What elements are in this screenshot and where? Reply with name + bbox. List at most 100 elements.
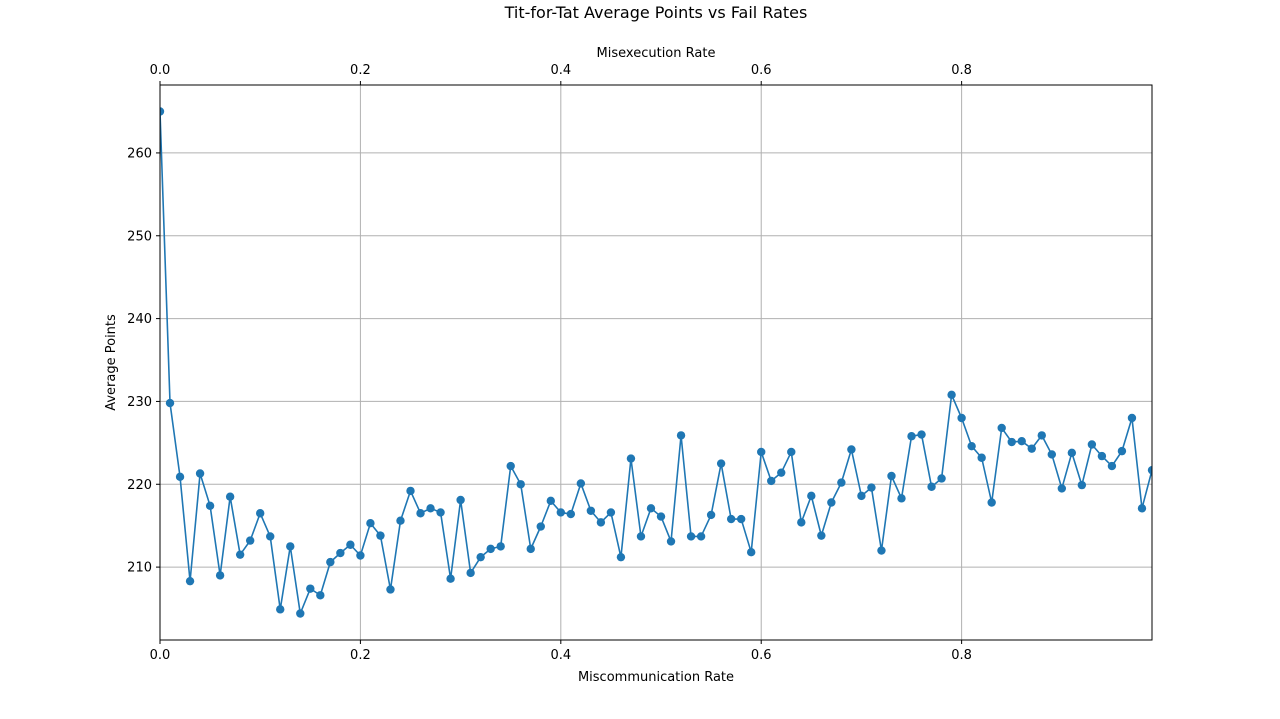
data-point — [516, 480, 525, 489]
data-point — [676, 431, 686, 440]
top-x-axis-label: Misexecution Rate — [597, 46, 716, 61]
data-point — [1117, 446, 1127, 456]
data-point — [1127, 413, 1137, 423]
data-point — [947, 390, 956, 400]
data-point — [526, 544, 535, 554]
y-tick-label: 260 — [127, 146, 152, 161]
y-tick-label: 230 — [127, 395, 152, 410]
data-point — [616, 552, 626, 562]
data-point — [225, 492, 235, 501]
series-layer — [160, 107, 1152, 618]
y-axis-label: Average Points — [104, 314, 119, 411]
data-point — [767, 476, 776, 486]
data-point — [1107, 461, 1117, 471]
data-point — [837, 478, 846, 487]
data-point — [1037, 431, 1046, 440]
data-point — [777, 468, 786, 477]
data-point — [256, 509, 265, 518]
data-point — [185, 576, 195, 586]
data-point — [436, 508, 445, 517]
y-tick-label: 250 — [127, 229, 152, 244]
data-point — [286, 542, 295, 551]
data-point — [817, 531, 826, 540]
y-tick-label: 210 — [127, 561, 152, 576]
data-point — [446, 574, 455, 583]
data-point — [496, 542, 505, 551]
data-point — [456, 495, 465, 505]
data-point — [927, 482, 936, 491]
x-tick-label: 0.0 — [150, 648, 171, 663]
data-point — [967, 441, 976, 451]
data-point — [746, 547, 756, 557]
data-point — [977, 453, 986, 462]
top-x-tick-label: 0.4 — [550, 63, 571, 78]
data-point — [160, 107, 165, 116]
x-tick-label: 0.2 — [350, 648, 371, 663]
data-point — [877, 546, 886, 555]
data-point — [546, 496, 555, 506]
y-tick-label: 240 — [127, 312, 152, 327]
data-point — [887, 471, 896, 481]
data-point — [276, 605, 285, 614]
data-point — [847, 445, 856, 454]
data-point — [566, 509, 576, 519]
data-point — [476, 552, 485, 562]
series-line — [160, 111, 1152, 615]
data-point — [406, 486, 415, 496]
data-point — [205, 501, 215, 511]
tick-layer: 0.0 0.2 0.4 0.6 0.8 0.0 0.2 0.4 0.6 0.8 210 220 230 2… — [127, 63, 972, 663]
data-point — [937, 474, 946, 483]
data-point — [576, 479, 586, 488]
data-point — [306, 584, 315, 593]
chart-title: Tit-for-Tat Average Points vs Fail Rates — [504, 3, 808, 22]
data-point — [596, 518, 606, 527]
data-point — [1027, 444, 1036, 453]
data-point — [336, 548, 345, 558]
data-point — [346, 540, 355, 549]
data-point — [245, 536, 255, 545]
data-point — [1057, 484, 1067, 493]
data-point — [666, 537, 676, 546]
data-point — [626, 454, 636, 463]
data-point — [536, 522, 545, 531]
data-point — [897, 494, 906, 503]
x-axis-label: Miscommunication Rate — [578, 670, 734, 685]
data-point — [696, 532, 706, 541]
data-point — [1087, 440, 1097, 449]
x-tick-label: 0.6 — [751, 648, 772, 663]
data-point — [957, 413, 966, 423]
data-point — [606, 508, 616, 517]
data-point — [556, 508, 566, 517]
top-x-tick-label: 0.2 — [350, 63, 371, 78]
data-point — [706, 510, 716, 520]
data-point — [787, 447, 796, 457]
data-point — [366, 519, 375, 528]
data-point — [646, 504, 656, 513]
y-tick-label: 220 — [127, 478, 152, 493]
data-point — [736, 514, 746, 524]
data-point — [907, 432, 916, 441]
data-point — [757, 447, 766, 457]
data-point — [797, 518, 806, 527]
data-point — [917, 430, 926, 439]
grid-layer — [159, 85, 1152, 640]
data-point — [235, 550, 245, 559]
data-point — [807, 491, 816, 501]
data-point — [296, 609, 305, 618]
top-x-tick-label: 0.6 — [751, 63, 772, 78]
data-point — [356, 551, 365, 560]
data-point — [195, 469, 205, 478]
data-point — [326, 557, 335, 567]
top-x-tick-label: 0.8 — [951, 63, 972, 78]
x-tick-label: 0.8 — [951, 648, 972, 663]
data-point — [636, 532, 646, 541]
data-point — [686, 532, 696, 541]
data-point — [867, 483, 876, 492]
data-point — [716, 459, 726, 468]
data-point — [316, 591, 325, 600]
data-point — [857, 491, 866, 501]
data-point — [396, 516, 405, 525]
data-point — [386, 585, 395, 594]
